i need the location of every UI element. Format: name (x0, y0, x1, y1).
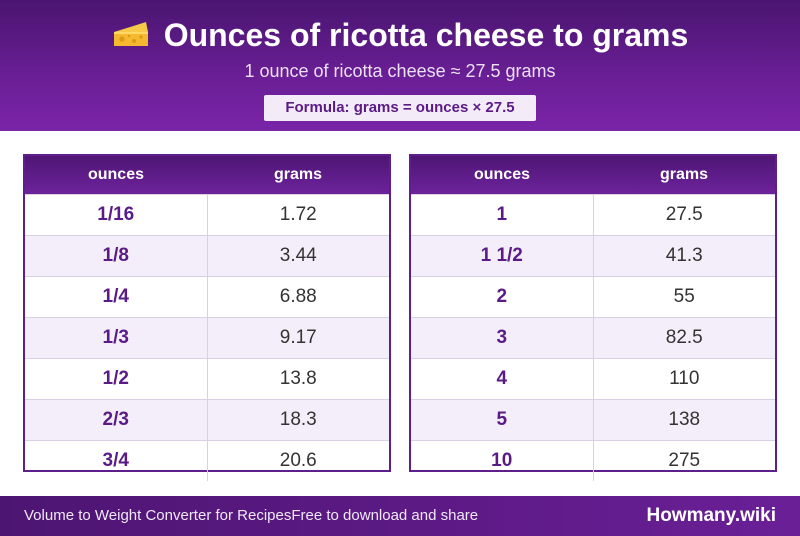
ounces-cell: 3 (411, 318, 594, 358)
table-row: 4 110 (411, 358, 775, 399)
grams-cell: 9.17 (279, 327, 317, 348)
grams-cell: 20.6 (279, 450, 317, 471)
grams-cell: 3.44 (279, 245, 317, 266)
column-header-grams: grams (273, 166, 323, 183)
title-text: Ounces of ricotta cheese to grams (163, 17, 689, 53)
grams-cell: 1.72 (279, 204, 317, 225)
grams-cell: 6.88 (279, 286, 317, 307)
grams-cell: 138 (668, 409, 701, 430)
column-header-grams: grams (659, 166, 709, 183)
table-row: 1/8 3.44 (25, 235, 389, 276)
grams-cell: 82.5 (665, 327, 703, 348)
conversion-table-right: ounces grams 1 27.5 1 1/2 41.3 2 55 3 82… (409, 154, 777, 481)
ounces-cell: 2 (411, 277, 594, 317)
table-row: 2/3 18.3 (25, 399, 389, 440)
ounces-cell: 3/4 (25, 441, 208, 481)
brand-link[interactable]: Howmany.wiki (646, 505, 776, 526)
ounces-cell: 1/4 (25, 277, 208, 317)
header-banner: Ounces of ricotta cheese to grams 1 ounc… (0, 0, 800, 131)
grams-cell: 110 (669, 368, 700, 389)
ounces-cell: 5 (411, 400, 594, 440)
grams-cell: 18.3 (279, 409, 317, 430)
ounces-cell: 1 1/2 (411, 236, 594, 276)
ounces-cell: 1/8 (25, 236, 208, 276)
table-row: 10 275 (411, 440, 775, 481)
footer-tagline: Volume to Weight Converter for RecipesFr… (24, 496, 478, 536)
table-row: 1/2 13.8 (25, 358, 389, 399)
table-row: 2 55 (411, 276, 775, 317)
ounces-cell: 4 (411, 359, 594, 399)
conversion-table-left: ounces grams 1/16 1.72 1/8 3.44 1/4 6.88… (23, 154, 391, 481)
formula-badge: Formula: grams = ounces × 27.5 (264, 95, 536, 121)
table-row: 3/4 20.6 (25, 440, 389, 481)
subtitle: 1 ounce of ricotta cheese ≈ 27.5 grams (244, 61, 556, 81)
footer-share-text: Free to download and share (291, 507, 479, 524)
grams-cell: 41.3 (665, 245, 703, 266)
table-row: 1 27.5 (411, 194, 775, 235)
footer-bar: Volume to Weight Converter for RecipesFr… (0, 496, 800, 536)
grams-cell: 55 (673, 286, 695, 307)
ounces-cell: 1 (411, 195, 594, 235)
table-row: 1/16 1.72 (25, 194, 389, 235)
table-row: 3 82.5 (411, 317, 775, 358)
table-header: ounces grams (411, 156, 775, 194)
ounces-cell: 1/3 (25, 318, 208, 358)
table-row: 1/3 9.17 (25, 317, 389, 358)
ounces-cell: 1/16 (25, 195, 208, 235)
grams-cell: 27.5 (665, 204, 703, 225)
column-header-ounces: ounces (473, 166, 530, 183)
table-row: 1/4 6.88 (25, 276, 389, 317)
grams-cell: 275 (668, 450, 701, 471)
grams-cell: 13.8 (279, 368, 317, 389)
ounces-cell: 10 (411, 441, 594, 481)
page-title: Ounces of ricotta cheese to grams (0, 14, 800, 56)
column-header-ounces: ounces (87, 166, 144, 183)
table-header: ounces grams (25, 156, 389, 194)
table-row: 5 138 (411, 399, 775, 440)
table-row: 1 1/2 41.3 (411, 235, 775, 276)
ounces-cell: 1/2 (25, 359, 208, 399)
cheese-icon (113, 22, 148, 46)
ounces-cell: 2/3 (25, 400, 208, 440)
footer-converter-text: Volume to Weight Converter for Recipes (24, 507, 292, 524)
